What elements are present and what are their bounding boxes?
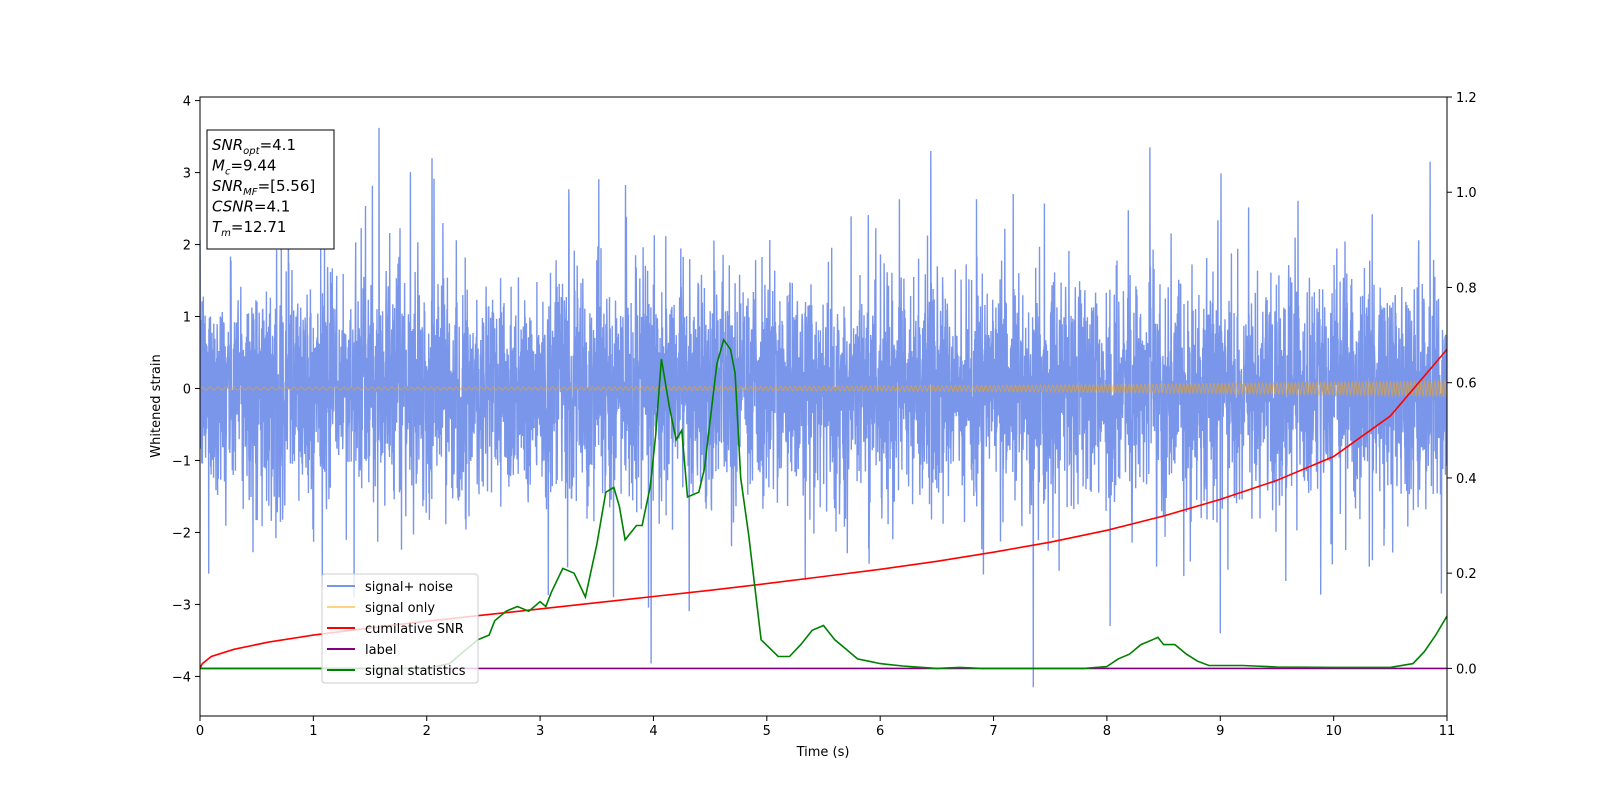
annotation-line: SNRopt=4.1	[212, 136, 296, 157]
series-signal-only	[200, 378, 1447, 399]
y-tick-label: −3	[172, 598, 191, 613]
legend-label: signal statistics	[365, 664, 466, 679]
legend-label: cumilative SNR	[365, 622, 464, 637]
legend-frame	[321, 573, 479, 684]
y-tick-label: −2	[172, 526, 191, 541]
x-tick-label: 11	[1439, 724, 1456, 739]
annotation-line: Tm=12.71	[212, 218, 286, 239]
annotation-frame	[206, 129, 335, 250]
y-tick-label: −4	[172, 670, 191, 685]
x-tick-label: 5	[763, 724, 771, 739]
y2-tick-label: 0.4	[1456, 472, 1477, 487]
y-tick-label: 3	[183, 167, 191, 182]
x-tick-label: 8	[1103, 724, 1111, 739]
y-tick-label: 4	[183, 95, 191, 110]
y2-tick-label: 0.2	[1456, 567, 1477, 582]
legend-label: signal+ noise	[365, 580, 453, 595]
y2-tick-label: 1.0	[1456, 186, 1477, 201]
y-axis-label: Whitened strain	[149, 354, 164, 457]
x-tick-label: 1	[309, 724, 317, 739]
y-tick-label: −1	[172, 454, 191, 469]
y-axis-left: −4 −3 −2 −1 0 1 2 3 4	[172, 95, 200, 685]
annotation-line: CSNR=4.1	[212, 198, 290, 216]
series-cumilative-snr	[200, 348, 1447, 669]
annotation-line: SNRMF=[5.56]	[212, 177, 315, 198]
plot-frame	[199, 96, 1448, 717]
x-axis-label: Time (s)	[796, 745, 850, 760]
x-tick-label: 2	[423, 724, 431, 739]
x-tick-label: 10	[1325, 724, 1342, 739]
x-axis: 0 1 2 3 4 5 6 7 8 9 10 11	[196, 716, 1455, 739]
y2-tick-label: 0.0	[1456, 662, 1477, 677]
x-tick-label: 3	[536, 724, 544, 739]
y2-tick-label: 1.2	[1456, 91, 1477, 106]
legend: signal+ noise signal only cumilative SNR la…	[321, 573, 479, 684]
y2-tick-label: 0.8	[1456, 281, 1477, 296]
y-tick-label: 0	[183, 383, 191, 398]
x-tick-label: 9	[1216, 724, 1224, 739]
x-tick-label: 4	[649, 724, 657, 739]
series-signal-statistics	[200, 337, 1447, 670]
y2-tick-label: 0.6	[1456, 377, 1477, 392]
y-tick-label: 2	[183, 239, 191, 254]
annotation-line: Mc=9.44	[212, 157, 276, 178]
x-tick-label: 6	[876, 724, 884, 739]
y-axis-right: 0.0 0.2 0.4 0.6 0.8 1.0 1.2	[1447, 91, 1477, 677]
y-tick-label: 1	[183, 311, 191, 326]
x-tick-label: 0	[196, 724, 204, 739]
legend-label: signal only	[365, 601, 435, 616]
x-tick-label: 7	[989, 724, 997, 739]
legend-label: label	[365, 643, 396, 658]
